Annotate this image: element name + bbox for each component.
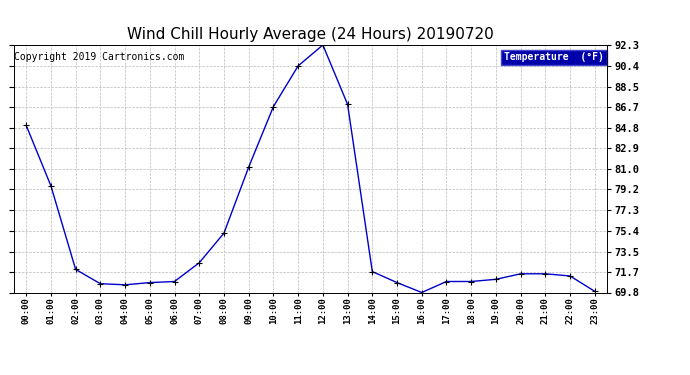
Text: Copyright 2019 Cartronics.com: Copyright 2019 Cartronics.com <box>14 52 184 62</box>
Title: Wind Chill Hourly Average (24 Hours) 20190720: Wind Chill Hourly Average (24 Hours) 201… <box>127 27 494 42</box>
Text: Temperature  (°F): Temperature (°F) <box>504 53 604 62</box>
